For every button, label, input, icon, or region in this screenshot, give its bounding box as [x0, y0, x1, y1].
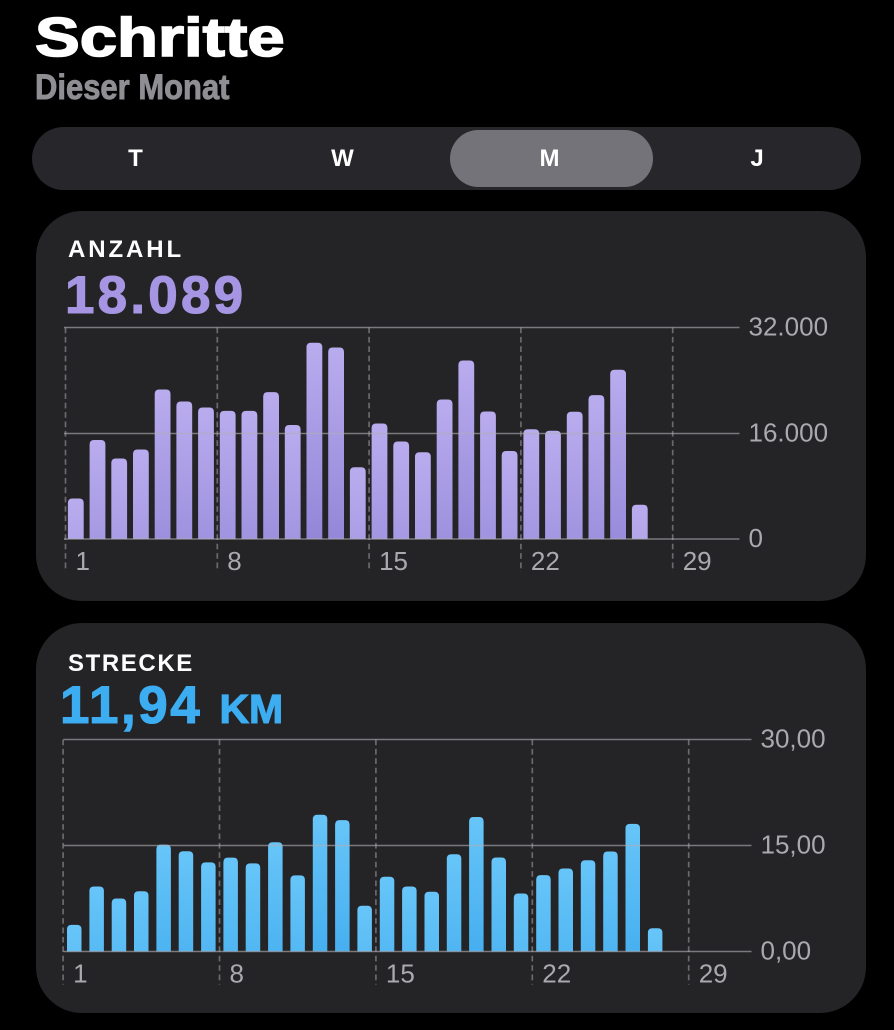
- svg-text:1: 1: [75, 546, 89, 576]
- svg-text:16.000: 16.000: [748, 417, 828, 447]
- svg-text:32.000: 32.000: [748, 311, 828, 341]
- svg-text:15: 15: [379, 546, 408, 576]
- svg-text:15,00: 15,00: [760, 829, 825, 859]
- svg-text:29: 29: [698, 958, 727, 988]
- svg-text:30,00: 30,00: [760, 723, 825, 753]
- svg-text:15: 15: [385, 958, 414, 988]
- svg-text:22: 22: [542, 958, 571, 988]
- svg-text:22: 22: [530, 546, 559, 576]
- svg-text:8: 8: [229, 958, 243, 988]
- svg-text:0: 0: [748, 523, 762, 553]
- svg-text:8: 8: [227, 546, 241, 576]
- svg-text:1: 1: [73, 958, 87, 988]
- svg-text:29: 29: [682, 546, 711, 576]
- svg-text:0,00: 0,00: [760, 935, 811, 965]
